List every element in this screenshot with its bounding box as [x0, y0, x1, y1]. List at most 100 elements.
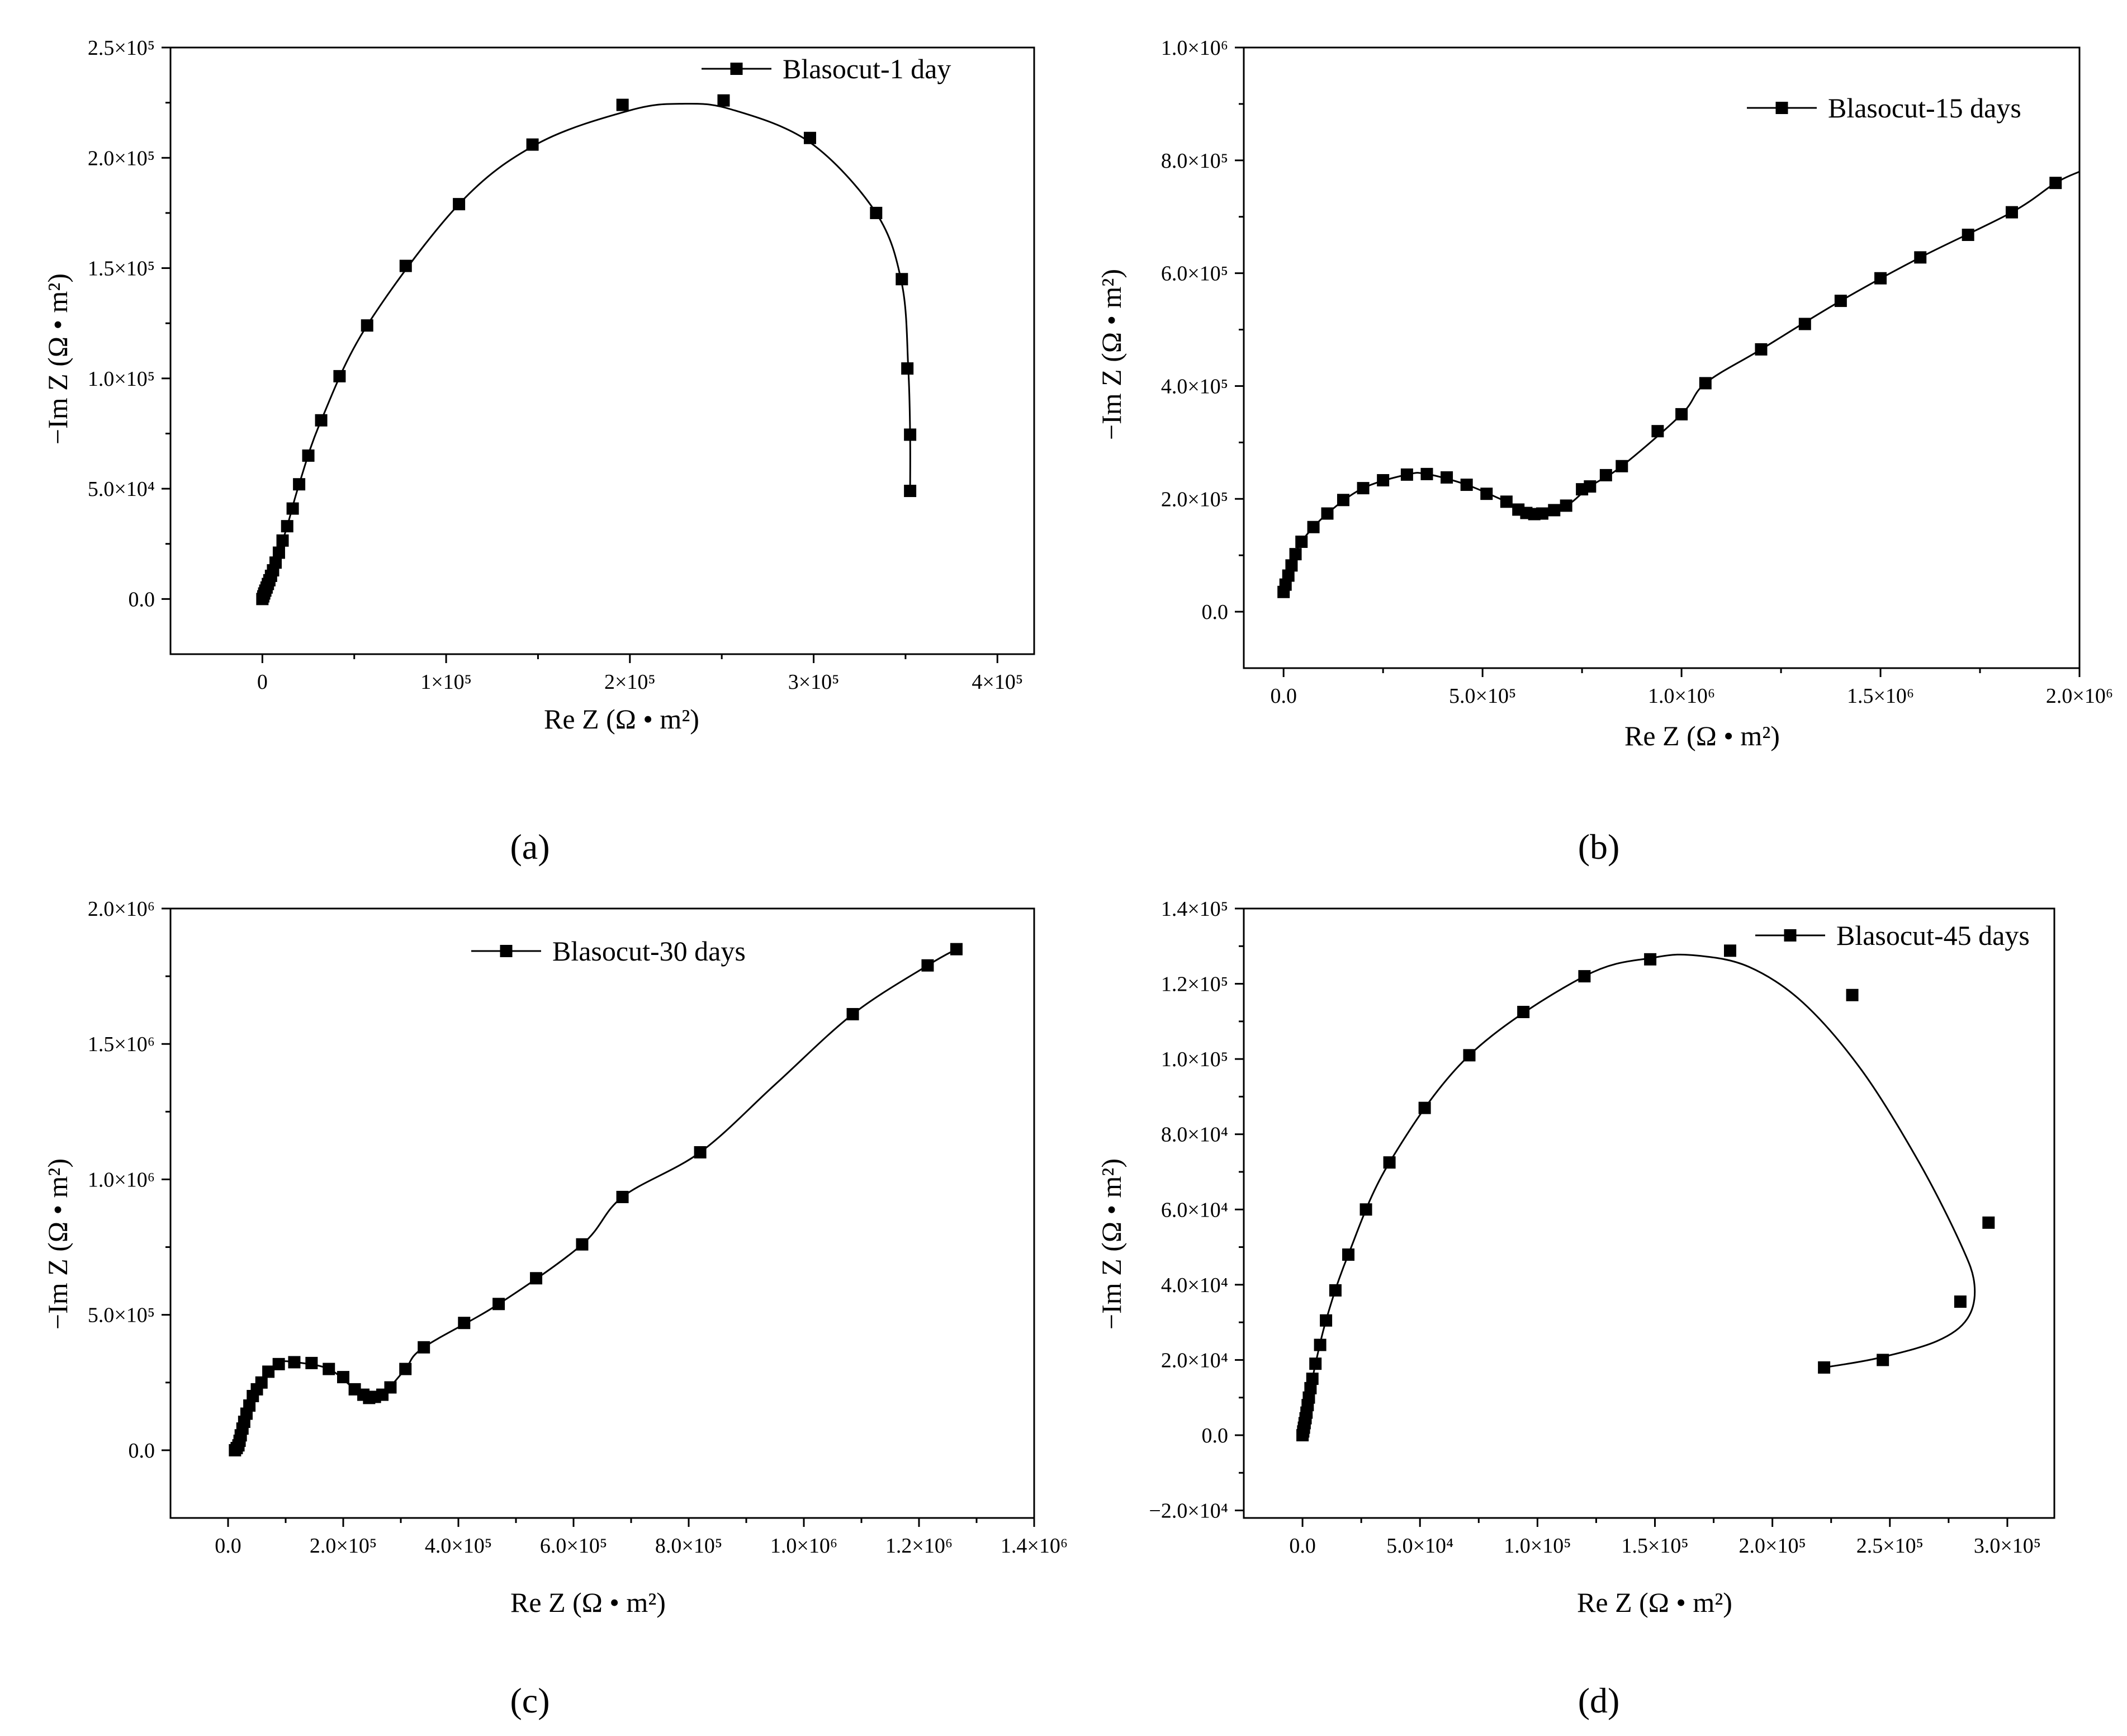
data-point	[1383, 1156, 1396, 1169]
data-point	[1460, 479, 1473, 491]
chart-panel-d: Blasocut-45 days Re Z (Ω • m²) −Im Z (Ω …	[1096, 897, 2055, 1720]
x-tick-label: 2.5×10⁵	[1856, 1534, 1924, 1558]
data-point	[288, 1356, 301, 1369]
data-point	[870, 206, 883, 219]
data-point	[1295, 535, 1308, 548]
y-tick-label: 2.0×10⁵	[88, 146, 155, 170]
x-tick-label: 3.0×10⁵	[1974, 1534, 2041, 1558]
x-axis-title-c: Re Z (Ω • m²)	[510, 1587, 666, 1618]
plot-frame-a	[169, 46, 1035, 655]
data-point	[281, 520, 293, 533]
y-tick-label: 8.0×10⁵	[1161, 149, 1228, 173]
x-tick-label: 5.0×10⁴	[1386, 1534, 1453, 1558]
data-point	[1337, 494, 1349, 507]
data-point	[1517, 1006, 1530, 1019]
data-point	[305, 1356, 318, 1369]
data-point	[1962, 229, 1974, 242]
x-tick-label: 5.0×10⁵	[1449, 684, 1516, 708]
x-tick-label: 1.0×10⁶	[770, 1534, 837, 1558]
series-line-a	[261, 102, 911, 599]
x-tick-label: 1×10⁵	[420, 670, 472, 694]
y-tick-label: 0.0	[129, 1439, 155, 1463]
data-point	[2049, 177, 2062, 190]
data-point	[286, 502, 299, 515]
legend-label-d: Blasocut-45 days	[1836, 920, 2030, 951]
x-tick-label: 8.0×10⁵	[655, 1534, 722, 1558]
y-axis-title-b: −Im Z (Ω • m²)	[1096, 269, 1127, 440]
data-point	[1357, 482, 1370, 495]
y-tick-label: 4.0×10⁵	[1161, 375, 1228, 398]
panel-label-d: (d)	[1578, 1681, 1620, 1720]
x-tick-label: 6.0×10⁵	[540, 1534, 607, 1558]
panel-label-a: (a)	[510, 827, 549, 867]
y-tick-label: 5.0×10⁴	[88, 477, 155, 501]
data-point	[293, 478, 306, 491]
x-tick-label: 3×10⁵	[788, 670, 840, 694]
data-point	[399, 259, 412, 272]
data-point	[904, 428, 917, 441]
y-tick-label: 4.0×10⁴	[1161, 1274, 1228, 1297]
data-point	[846, 1007, 859, 1020]
y-axis-title-c: −Im Z (Ω • m²)	[42, 1158, 73, 1330]
data-point	[315, 414, 328, 427]
data-point	[717, 94, 730, 107]
x-axis-title-a: Re Z (Ω • m²)	[544, 703, 699, 735]
data-point	[1834, 295, 1847, 308]
data-point	[333, 370, 346, 382]
data-point	[1724, 944, 1736, 957]
y-tick-label: 1.0×10⁶	[88, 1168, 155, 1191]
data-point	[1359, 1203, 1372, 1216]
y-tick-label: 6.0×10⁵	[1161, 262, 1228, 286]
y-tick-label: 2.0×10⁶	[88, 897, 155, 921]
series-line-b	[1282, 171, 2079, 593]
data-point	[1914, 251, 1927, 264]
y-tick-label: 8.0×10⁴	[1161, 1123, 1228, 1147]
data-point	[418, 1341, 430, 1354]
x-tick-label: 2×10⁵	[604, 670, 656, 694]
data-point	[1342, 1248, 1355, 1261]
y-tick-label: 1.2×10⁵	[1161, 973, 1228, 996]
data-point	[1302, 1391, 1315, 1404]
y-tick-label: 2.0×10⁴	[1161, 1349, 1228, 1372]
x-tick-label: 0.0	[1270, 684, 1297, 708]
data-point	[1306, 1373, 1319, 1385]
data-point	[1329, 1284, 1342, 1297]
data-point	[616, 1190, 629, 1203]
legend-marker-a	[730, 63, 743, 75]
data-point	[1954, 1295, 1967, 1308]
x-axis-title-d: Re Z (Ω • m²)	[1577, 1587, 1732, 1618]
data-point	[1418, 1101, 1431, 1114]
data-point	[901, 362, 914, 375]
y-tick-label: 5.0×10⁵	[88, 1304, 155, 1327]
data-point	[276, 534, 289, 547]
data-point	[921, 959, 934, 972]
data-point	[458, 1317, 471, 1330]
x-tick-label: 4×10⁵	[972, 670, 1023, 694]
data-point	[530, 1272, 543, 1285]
legend-label-b: Blasocut-15 days	[1828, 92, 2021, 124]
data-point	[1874, 272, 1887, 285]
y-tick-label: 1.0×10⁵	[1161, 1048, 1228, 1071]
panel-label-c: (c)	[510, 1681, 549, 1720]
data-point	[1548, 504, 1561, 517]
data-point	[1651, 425, 1664, 438]
y-tick-label: 0.0	[129, 588, 155, 611]
x-tick-label: 0.0	[1289, 1534, 1316, 1558]
data-point	[243, 1399, 256, 1412]
data-point	[1982, 1216, 1995, 1229]
data-point	[302, 449, 315, 462]
y-tick-label: 1.5×10⁶	[88, 1033, 155, 1056]
series-line-d	[1301, 953, 1976, 1436]
y-tick-label: 1.4×10⁵	[1161, 897, 1228, 921]
data-point	[616, 98, 629, 111]
y-axis-title-d: −Im Z (Ω • m²)	[1096, 1158, 1127, 1330]
legend-label-a: Blasocut-1 day	[783, 53, 951, 84]
x-tick-label: 1.0×10⁵	[1504, 1534, 1571, 1558]
plot-frame-c	[169, 907, 1035, 1519]
data-point	[1560, 499, 1572, 512]
x-tick-label: 1.5×10⁶	[1847, 684, 1914, 708]
data-point	[1420, 467, 1433, 480]
chart-panel-b: Blasocut-15 days Re Z (Ω • m²) −Im Z (Ω …	[1096, 36, 2113, 867]
data-point	[2005, 206, 2018, 219]
y-tick-label: 1.5×10⁵	[88, 257, 155, 281]
